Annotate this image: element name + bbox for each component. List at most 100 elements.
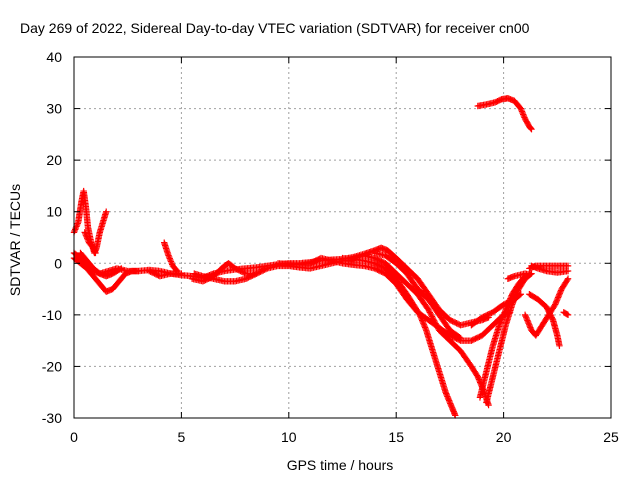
series-arc-20: [528, 262, 572, 276]
data-point: [82, 230, 89, 238]
data-point: [253, 270, 260, 277]
y-tick-label: 10: [46, 204, 62, 220]
series-arc-18: [474, 95, 535, 133]
y-tick-label: 20: [46, 152, 62, 168]
x-tick-label: 5: [178, 429, 186, 445]
data-point: [564, 275, 572, 282]
data-point: [517, 105, 524, 112]
y-tick-label: 30: [46, 101, 62, 117]
data-point: [434, 324, 441, 331]
data-point: [528, 126, 535, 133]
series-arc-6: [161, 239, 181, 275]
data-point: [519, 109, 526, 117]
data-point: [520, 112, 528, 120]
data-point: [517, 291, 524, 298]
data-point: [103, 208, 110, 215]
data-point: [84, 236, 92, 243]
grid-lines: [74, 57, 611, 418]
data-point: [82, 232, 90, 239]
data-point: [518, 108, 526, 115]
plot-frame: [73, 56, 612, 419]
data-point: [428, 312, 435, 319]
data-point: [425, 306, 432, 313]
data-point: [166, 255, 173, 262]
data-point: [165, 253, 173, 261]
series-arc-13: [371, 249, 464, 342]
data-point: [262, 265, 270, 273]
x-tick-label: 25: [603, 429, 619, 445]
data-point: [427, 310, 434, 318]
data-point: [526, 271, 533, 278]
data-point: [430, 316, 437, 323]
y-tick-label: 0: [54, 255, 62, 271]
data-point: [521, 114, 528, 121]
series-arc-14: [483, 270, 535, 406]
data-point: [563, 311, 571, 318]
data-point: [516, 291, 523, 299]
data-point: [429, 314, 436, 322]
y-axis-title: SDTVAR / TECUs: [7, 184, 23, 296]
data-point: [81, 229, 88, 236]
x-axis-title: GPS time / hours: [287, 457, 394, 473]
data-point: [168, 259, 175, 267]
axis-ticks: 0 5 10 15 20 25 40 30 20 10 0 -10 -20 -30: [42, 49, 619, 445]
data-point: [241, 269, 248, 277]
data-point: [72, 226, 79, 233]
data-point: [433, 321, 440, 329]
series-arc-9: [191, 270, 260, 285]
x-tick-label: 20: [496, 429, 512, 445]
series-arc-5: [81, 229, 99, 257]
data-point: [428, 313, 436, 320]
data-point: [178, 270, 185, 277]
data-point: [426, 309, 434, 316]
y-tick-label: -30: [42, 410, 62, 426]
y-tick-label: -10: [42, 307, 62, 323]
series-arc-15: [476, 272, 529, 401]
chart-title: Day 269 of 2022, Sidereal Day-to-day VTE…: [20, 20, 530, 36]
data-point: [73, 221, 81, 229]
data-point: [564, 267, 572, 275]
y-tick-label: -20: [42, 358, 62, 374]
data-point: [518, 106, 525, 114]
series-arc-17: [504, 270, 533, 282]
data-point: [432, 320, 439, 327]
data-point: [118, 265, 125, 272]
data-point: [425, 307, 433, 315]
data-point: [457, 334, 464, 342]
data-point: [74, 220, 81, 227]
series-arc-3: [70, 254, 142, 295]
data-point: [116, 265, 124, 273]
series-arc-11: [339, 254, 459, 419]
series-arc-12: [350, 252, 492, 409]
x-tick-label: 0: [70, 429, 78, 445]
data-point: [564, 311, 572, 319]
series-arc-22: [526, 291, 563, 349]
series-arc-7: [145, 267, 185, 280]
data-point: [83, 235, 91, 242]
data-point: [430, 317, 438, 324]
data-point: [92, 249, 99, 257]
series-arc-16: [468, 291, 524, 329]
data-point: [167, 256, 174, 264]
data-points: [70, 95, 572, 419]
x-tick-label: 15: [388, 429, 404, 445]
data-point: [520, 111, 527, 118]
y-tick-label: 40: [46, 49, 62, 65]
data-point: [71, 227, 78, 235]
data-point: [456, 334, 463, 341]
series-arc-4: [77, 249, 125, 280]
data-point: [135, 267, 142, 275]
data-point: [527, 125, 535, 132]
data-point: [564, 276, 571, 284]
data-point: [167, 258, 175, 265]
data-point: [165, 252, 172, 259]
data-point: [433, 323, 441, 330]
data-point: [556, 342, 563, 349]
data-point: [431, 318, 439, 326]
x-tick-label: 10: [281, 429, 297, 445]
data-point: [252, 271, 259, 278]
data-point: [83, 233, 90, 240]
series-arc-23: [560, 309, 572, 319]
